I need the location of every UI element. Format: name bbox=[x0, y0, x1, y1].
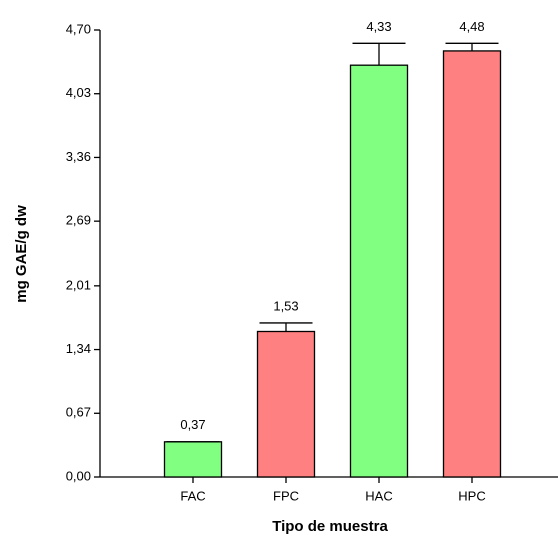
y-axis-label: mg GAE/g dw bbox=[13, 205, 30, 303]
bar bbox=[442, 50, 502, 478]
y-tick-label: 4,70 bbox=[66, 21, 91, 36]
value-label: 1,53 bbox=[273, 298, 298, 313]
x-axis-label: Tipo de muestra bbox=[272, 518, 388, 535]
value-label: 4,48 bbox=[459, 19, 484, 34]
value-label: 0,37 bbox=[180, 417, 205, 432]
value-label: 4,33 bbox=[366, 19, 391, 34]
x-tick-label: FPC bbox=[273, 488, 299, 503]
bar bbox=[349, 64, 409, 478]
bar bbox=[256, 330, 316, 478]
y-tick-label: 4,03 bbox=[66, 85, 91, 100]
x-tick-label: HPC bbox=[458, 488, 485, 503]
y-tick-label: 2,69 bbox=[66, 213, 91, 228]
y-tick-label: 3,36 bbox=[66, 149, 91, 164]
y-tick-label: 1,34 bbox=[66, 341, 91, 356]
x-tick-label: HAC bbox=[365, 488, 392, 503]
y-tick-label: 2,01 bbox=[66, 277, 91, 292]
x-tick-label: FAC bbox=[180, 488, 205, 503]
bar bbox=[163, 441, 223, 478]
y-tick-label: 0,67 bbox=[66, 405, 91, 420]
y-tick-label: 0,00 bbox=[66, 468, 91, 483]
